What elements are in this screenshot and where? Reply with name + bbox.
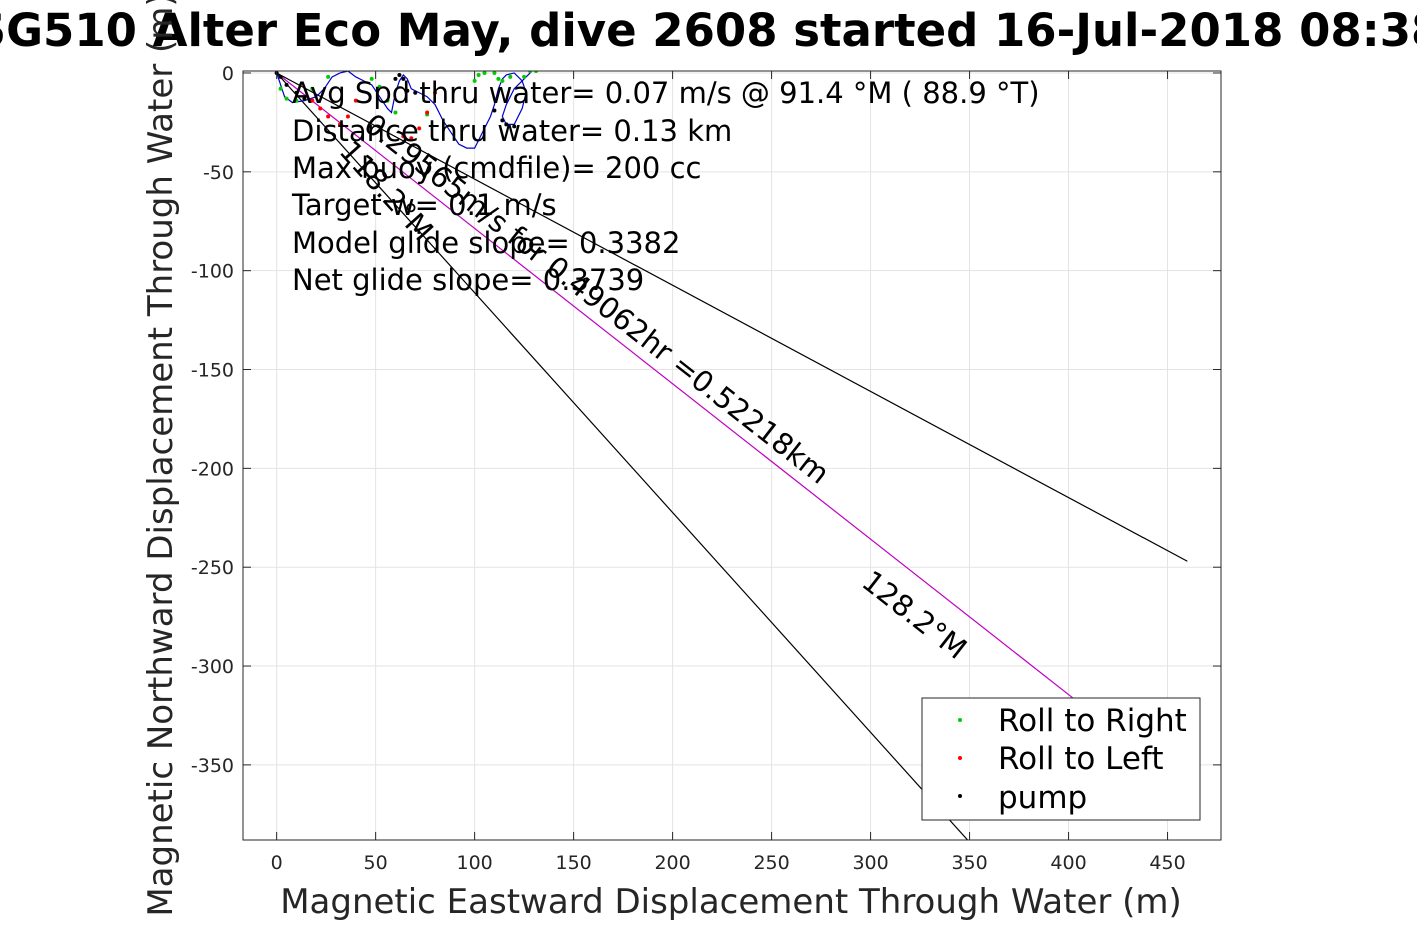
- x-tick-label: 450: [1149, 852, 1185, 874]
- point-pump: [302, 96, 307, 101]
- point-roll-to-left: [401, 134, 406, 139]
- point-roll-to-left: [353, 98, 358, 103]
- data-layer: [274, 71, 1188, 840]
- x-axis-label: Magnetic Eastward Displacement Through W…: [280, 882, 1182, 922]
- point-roll-to-right: [496, 76, 501, 81]
- point-pump: [397, 72, 402, 77]
- point-roll-to-right: [500, 78, 505, 83]
- point-roll-to-right: [393, 110, 398, 115]
- point-roll-to-right: [310, 86, 315, 91]
- annotation-avg-speed: Avg Spd thru water= 0.07 m/s @ 91.4 °M (…: [292, 76, 1040, 110]
- annotation-model-glide: Model glide slope= 0.3382: [292, 226, 680, 260]
- y-tick-label: -150: [191, 360, 234, 382]
- point-pump: [512, 124, 517, 129]
- x-tick-label: 200: [654, 852, 690, 874]
- x-tick-label: 250: [753, 852, 789, 874]
- chart-title: SG510 Alter Eco May, dive 2608 started 1…: [0, 4, 1417, 57]
- legend-marker-pump: [958, 794, 962, 798]
- x-tick-label: 50: [364, 852, 388, 874]
- y-tick-label: -100: [191, 261, 234, 283]
- point-roll-to-right: [492, 71, 497, 75]
- point-roll-to-left: [310, 98, 315, 103]
- annotation-net-glide: Net glide slope= 0.3739: [292, 263, 644, 297]
- y-tick-label: -250: [191, 557, 234, 579]
- point-roll-to-left: [326, 114, 331, 119]
- y-tick-label: -50: [203, 162, 234, 184]
- point-roll-to-left: [433, 90, 438, 95]
- point-roll-to-right: [294, 98, 299, 103]
- x-tick-label: 400: [1050, 852, 1086, 874]
- legend-label-roll-right: Roll to Right: [998, 703, 1187, 739]
- plot-frame: [242, 70, 1222, 841]
- point-pump: [405, 88, 410, 93]
- point-roll-to-right: [482, 71, 487, 75]
- x-tick-label: 350: [951, 852, 987, 874]
- legend-label-roll-left: Roll to Left: [998, 741, 1164, 777]
- annotations: Avg Spd thru water= 0.07 m/s @ 91.4 °M (…: [291, 76, 1040, 297]
- x-tick-label: 100: [456, 852, 492, 874]
- ticks: 0 50 100 150 200 250 300 350 400 450 0 -50 -100 -150 -…: [191, 63, 1221, 874]
- annotation-distance: Distance thru water= 0.13 km: [292, 114, 732, 148]
- bearing-line: [276, 72, 1073, 699]
- bearing-line: [276, 72, 1188, 562]
- point-roll-to-right: [326, 74, 331, 79]
- point-pump: [278, 74, 283, 79]
- y-tick-label: -350: [191, 755, 234, 777]
- point-pump: [500, 118, 505, 123]
- point-roll-to-right: [377, 84, 382, 89]
- x-tick-label: 150: [555, 852, 591, 874]
- legend-marker-roll-left: [958, 756, 962, 760]
- point-roll-to-left: [345, 114, 350, 119]
- point-roll-to-right: [508, 74, 513, 79]
- glider-track-line: [276, 71, 533, 149]
- y-tick-label: 0: [222, 63, 234, 85]
- point-roll-to-left: [409, 136, 414, 141]
- legend: Roll to Right Roll to Left pump: [921, 697, 1201, 821]
- point-pump: [393, 76, 398, 81]
- legend-label-pump: pump: [998, 780, 1087, 816]
- point-roll-to-right: [278, 86, 283, 91]
- x-tick-label: 0: [271, 852, 283, 874]
- point-pump: [413, 90, 418, 95]
- point-roll-to-right: [385, 98, 390, 103]
- y-tick-label: -300: [191, 656, 234, 678]
- annotation-target-w: Target w= 0.1 m/s: [291, 188, 557, 222]
- point-roll-to-right: [522, 74, 527, 79]
- point-pump: [492, 108, 497, 113]
- legend-box: [921, 697, 1201, 821]
- point-pump: [401, 76, 406, 81]
- point-roll-to-left: [318, 106, 323, 111]
- point-pump: [504, 122, 509, 127]
- point-pump: [284, 82, 289, 87]
- plot-content: [274, 71, 1188, 840]
- point-roll-to-right: [472, 78, 477, 83]
- point-roll-to-left: [417, 126, 422, 131]
- point-roll-to-left: [338, 122, 343, 127]
- y-axis-label: Magnetic Northward Displacement Through …: [141, 0, 181, 917]
- bearing-line: [276, 72, 969, 840]
- point-pump: [294, 90, 299, 95]
- point-roll-to-right: [369, 76, 374, 81]
- point-roll-to-right: [476, 72, 481, 77]
- legend-marker-roll-right: [958, 718, 962, 722]
- x-tick-label: 300: [852, 852, 888, 874]
- annotation-max-buoy: Max buoy (cmdfile)= 200 cc: [292, 151, 701, 185]
- point-roll-to-left: [425, 110, 430, 115]
- point-roll-to-right: [284, 96, 289, 101]
- y-tick-label: -200: [191, 458, 234, 480]
